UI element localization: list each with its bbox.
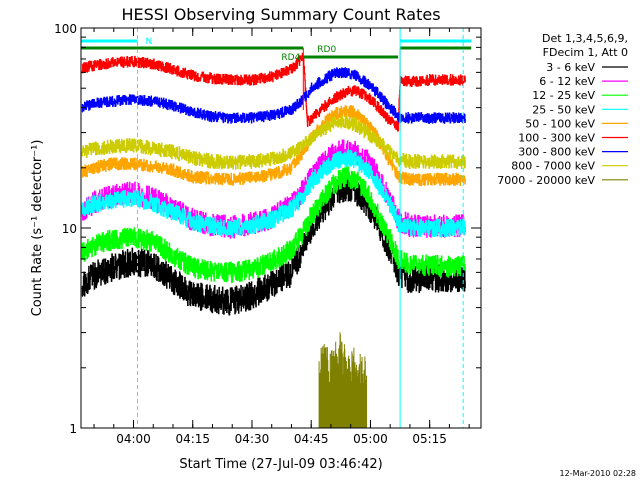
flag-bar-rd0 (400, 46, 472, 50)
x-tick-label: 04:30 (235, 432, 270, 446)
x-axis: 04:00 04:15 04:30 04:45 05:00 05:15 (93, 28, 470, 446)
series-line-4 (81, 149, 466, 238)
y-tick-label: 1 (69, 422, 77, 436)
y-tick-label: 10 (62, 222, 77, 236)
legend-label: 800 - 7000 keV (511, 160, 595, 173)
flag-label-rd4: RD4 (281, 53, 300, 63)
legend-label: 3 - 6 keV (546, 61, 595, 74)
chart-title: HESSI Observing Summary Count Rates (121, 5, 440, 24)
flag-label-n: N (146, 37, 153, 47)
legend-label: 7000 - 20000 keV (497, 174, 595, 187)
x-tick-label: 05:15 (412, 432, 447, 446)
x-tick-label: 04:45 (294, 432, 329, 446)
y-axis: 1 10 100 (54, 22, 481, 436)
flag-bar-n (400, 39, 472, 43)
flag-bar-rd4 (81, 46, 304, 50)
legend-label: 12 - 25 keV (532, 89, 595, 102)
x-tick-label: 04:00 (116, 432, 151, 446)
series-layer (81, 52, 466, 428)
y-axis-label: Count Rate (s⁻¹ detector⁻¹) (30, 140, 45, 317)
y-tick-label: 100 (54, 22, 77, 36)
flag-bar-n (81, 39, 138, 43)
flag-label-rd0: RD0 (317, 45, 336, 55)
flag-bar-rd0 (303, 55, 399, 59)
legend-label: 50 - 100 keV (525, 117, 595, 130)
legend-header: Det 1,3,4,5,6,9, (542, 32, 628, 45)
x-tick-label: 05:00 (353, 432, 388, 446)
series-line-7 (81, 67, 466, 124)
legend: Det 1,3,4,5,6,9,FDecim 1, Att 0 3 - 6 keV… (497, 32, 628, 187)
legend-header: FDecim 1, Att 0 (543, 46, 628, 59)
legend-label: 300 - 800 keV (518, 146, 595, 159)
legend-label: 25 - 50 keV (532, 103, 595, 116)
series-line-1 (81, 173, 466, 316)
x-axis-label: Start Time (27-Jul-09 03:46:42) (179, 457, 382, 472)
series-line-3 (81, 166, 466, 284)
series-line-6 (81, 52, 466, 132)
series-line-8 (81, 115, 466, 170)
legend-label: 6 - 12 keV (539, 75, 595, 88)
x-tick-label: 04:15 (175, 432, 210, 446)
timestamp: 12-Mar-2010 02:28 (560, 469, 637, 478)
legend-label: 100 - 300 keV (518, 132, 595, 145)
series-line-5 (81, 104, 466, 187)
series-line-9 (318, 332, 367, 428)
